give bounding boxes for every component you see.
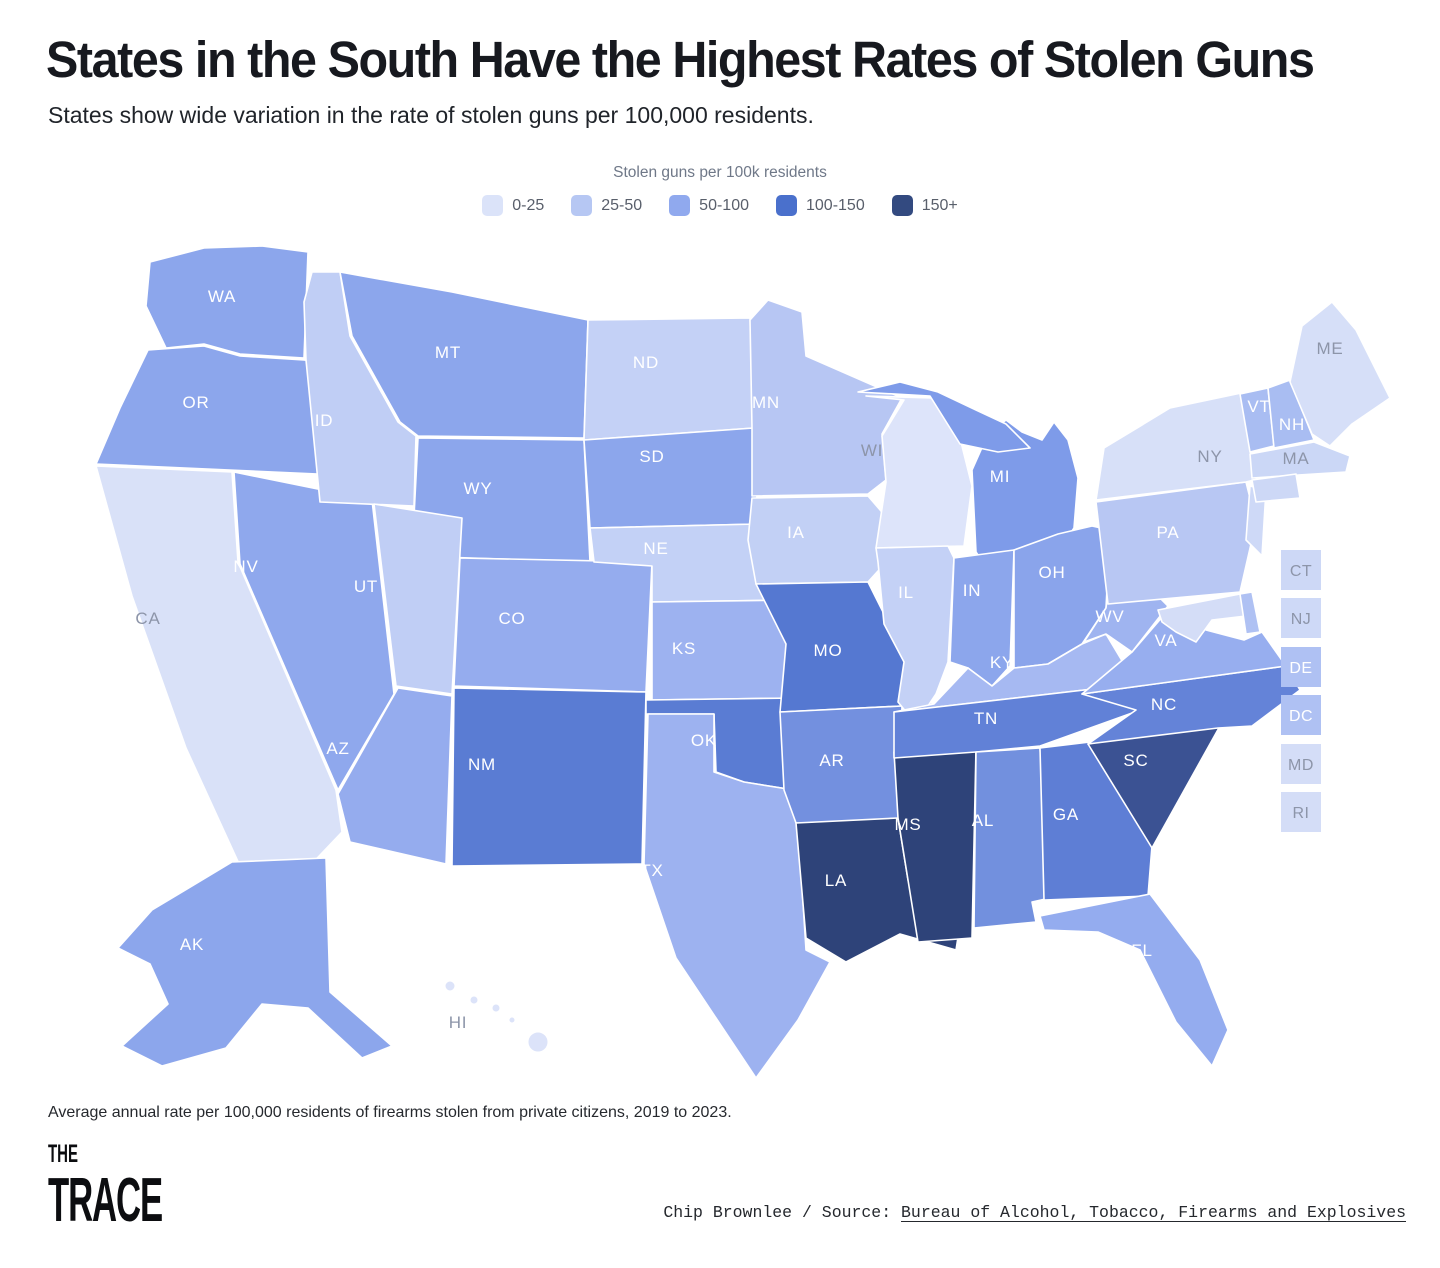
state-pa[interactable] [1095, 481, 1257, 605]
state-hi-island-1[interactable] [444, 980, 456, 992]
credit-separator: / [792, 1203, 822, 1222]
state-ak[interactable] [117, 857, 393, 1067]
state-wa[interactable] [145, 245, 309, 359]
state-mn[interactable] [749, 299, 903, 497]
state-ct-map[interactable] [1251, 473, 1301, 503]
state-box-ct[interactable] [1281, 550, 1321, 590]
state-hi-island-3[interactable] [491, 1003, 501, 1013]
state-mi-up[interactable] [857, 381, 1031, 453]
legend-label: 25-50 [601, 196, 643, 214]
legend-swatch [776, 195, 797, 216]
the-trace-logo: THE TRACE [48, 1142, 252, 1232]
state-ma[interactable] [1249, 441, 1351, 479]
legend-item-150plus: 150+ [891, 195, 958, 216]
state-nd[interactable] [583, 317, 755, 441]
state-sd[interactable] [583, 427, 759, 529]
state-ny[interactable] [1095, 391, 1263, 501]
state-in[interactable] [949, 549, 1015, 687]
state-ga[interactable] [1039, 741, 1153, 901]
legend-swatch [571, 195, 593, 216]
legend-item-25-50: 25-50 [571, 195, 642, 216]
state-hi-island-4[interactable] [508, 1016, 516, 1024]
state-ar[interactable] [779, 705, 903, 824]
state-ut[interactable] [373, 503, 463, 695]
state-al[interactable] [973, 747, 1051, 929]
state-box-ri[interactable] [1281, 792, 1321, 832]
state-fl[interactable] [1039, 893, 1229, 1067]
legend: 0-25 25-50 50-100 100-150 150+ [0, 195, 1440, 216]
legend-item-0-25: 0-25 [482, 195, 544, 216]
legend-title: Stolen guns per 100k residents [613, 164, 827, 181]
state-id[interactable] [303, 271, 417, 507]
credit-source-label: Source: [821, 1203, 902, 1222]
state-co[interactable] [453, 557, 653, 693]
legend-label: 150+ [921, 196, 958, 214]
state-ia[interactable] [747, 495, 895, 585]
legend-label: 0-25 [512, 196, 545, 214]
logo-line-trace: TRACE [48, 1166, 163, 1235]
page-subtitle: States show wide variation in the rate o… [48, 102, 814, 128]
state-me[interactable] [1289, 301, 1391, 447]
state-az[interactable] [337, 687, 453, 865]
credit-line: Chip Brownlee / Source: Bureau of Alcoho… [663, 1203, 1406, 1222]
legend-swatch [482, 195, 504, 216]
state-nh[interactable] [1267, 379, 1315, 449]
state-ca[interactable] [95, 465, 343, 875]
legend-swatch [669, 195, 691, 216]
state-box-md[interactable] [1281, 744, 1321, 784]
state-mt[interactable] [339, 271, 589, 439]
state-hi-island-2[interactable] [469, 995, 479, 1005]
state-hi-island-5[interactable] [527, 1031, 549, 1053]
page-title: States in the South Have the Highest Rat… [46, 31, 1315, 88]
legend-label: 100-150 [806, 196, 865, 214]
legend-swatch [891, 195, 913, 216]
state-de-map[interactable] [1239, 591, 1261, 635]
logo-line-the: THE [48, 1140, 78, 1168]
state-label-hi: HI [449, 1013, 468, 1032]
legend-item-50-100: 50-100 [669, 195, 749, 216]
state-tx[interactable] [643, 713, 831, 1079]
state-box-nj[interactable] [1281, 598, 1321, 638]
state-box-dc[interactable] [1281, 695, 1321, 735]
source-link[interactable]: Bureau of Alcohol, Tobacco, Firearms and… [901, 1203, 1406, 1222]
footnote: Average annual rate per 100,000 resident… [48, 1104, 732, 1121]
state-or[interactable] [95, 345, 335, 475]
credit-author: Chip Brownlee [663, 1203, 793, 1222]
state-nm[interactable] [451, 687, 647, 867]
state-box-de[interactable] [1281, 647, 1321, 687]
legend-label: 50-100 [699, 196, 749, 214]
legend-item-100-150: 100-150 [776, 195, 865, 216]
